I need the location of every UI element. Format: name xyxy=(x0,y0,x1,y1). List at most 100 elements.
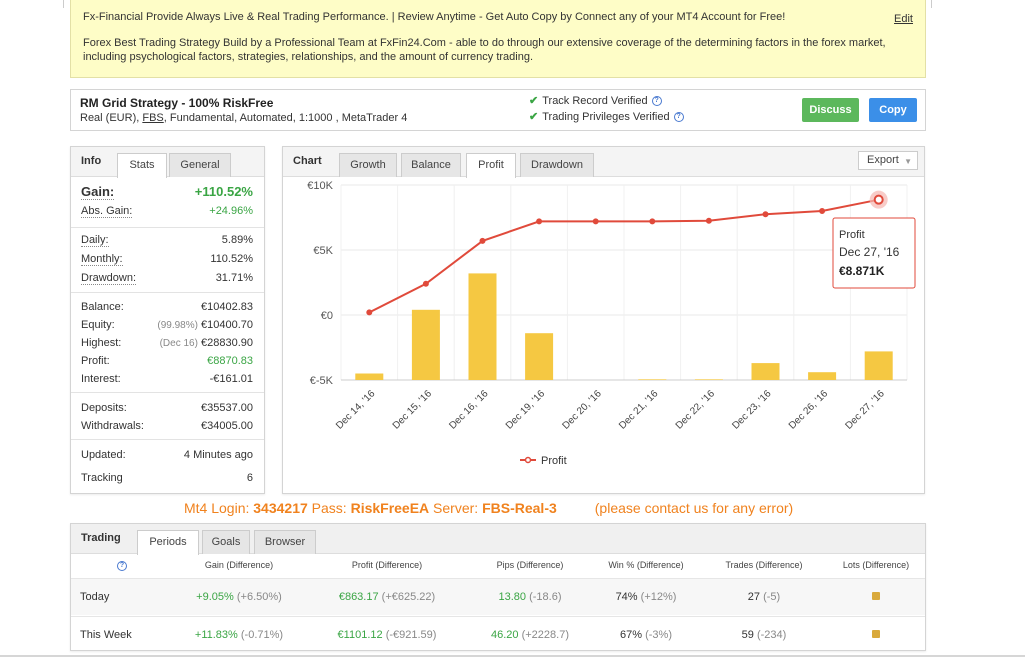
monthly-value: 110.52% xyxy=(210,253,253,265)
tab-balance[interactable]: Balance xyxy=(401,153,461,177)
mt4-pass-value: RiskFreeEA xyxy=(350,500,430,516)
info-tabs: Info Stats General xyxy=(71,147,264,178)
help-icon[interactable]: ? xyxy=(117,561,127,571)
header-trades: Trades (Difference) xyxy=(725,560,803,570)
bar xyxy=(638,379,667,380)
withdrawals-value: €34005.00 xyxy=(201,420,253,432)
header-pips: Pips (Difference) xyxy=(496,560,564,570)
deposits-value: €35537.00 xyxy=(201,402,253,414)
divider xyxy=(71,227,264,228)
export-dropdown[interactable]: Export ▼ xyxy=(858,151,918,170)
tab-profit[interactable]: Profit xyxy=(466,153,516,178)
tab-general[interactable]: General xyxy=(169,153,231,177)
bar xyxy=(411,309,440,380)
tooltip-series: Profit xyxy=(839,229,865,241)
mt4-pass-label: Pass: xyxy=(307,500,351,516)
tab-info[interactable]: Info xyxy=(81,155,102,167)
header-lots: Lots (Difference) xyxy=(842,560,910,570)
help-icon[interactable]: ? xyxy=(673,112,684,123)
gain-label: Gain: xyxy=(81,184,115,200)
interest-value: -€161.01 xyxy=(209,373,253,385)
mt4-login-label: Mt4 Login: xyxy=(184,500,254,516)
y-tick-label: €0 xyxy=(321,310,333,322)
divider xyxy=(71,392,264,393)
line-point xyxy=(422,280,429,287)
tab-browser[interactable]: Browser xyxy=(254,530,316,554)
tab-stats[interactable]: Stats xyxy=(117,153,167,178)
tooltip-box xyxy=(832,217,916,289)
lock-icon[interactable] xyxy=(872,592,880,600)
line-point xyxy=(873,194,884,205)
line-point xyxy=(649,218,656,225)
mt4-server-label: Server: xyxy=(429,500,483,516)
header-win: Win % (Difference) xyxy=(608,560,684,570)
updated-value: 4 Minutes ago xyxy=(183,449,253,461)
x-tick-label: Dec 26, '16 xyxy=(787,388,831,432)
profit-cell: €1101.12 xyxy=(337,629,383,641)
pips-cell: 46.20 xyxy=(491,629,519,641)
edit-link[interactable]: Edit xyxy=(894,13,913,25)
equity-note: (99.98%) xyxy=(157,320,198,331)
tab-periods[interactable]: Periods xyxy=(137,530,199,555)
mt4-login-value: 3434217 xyxy=(253,500,308,516)
lock-icon[interactable] xyxy=(872,630,880,638)
x-tick-label: Dec 22, '16 xyxy=(674,388,718,432)
x-tick-label: Dec 15, '16 xyxy=(391,388,435,432)
tab-trading[interactable]: Trading xyxy=(81,532,121,544)
table-row: This Week +11.83% (-0.71%) €1101.12 (-€9… xyxy=(71,616,925,653)
notice-line-1: Fx-Financial Provide Always Live & Real … xyxy=(83,11,786,23)
equity-label: Equity: xyxy=(81,319,115,331)
interest-label: Interest: xyxy=(81,373,121,385)
broker-link[interactable]: FBS xyxy=(142,112,164,124)
legend-label: Profit xyxy=(541,455,567,467)
tab-goals[interactable]: Goals xyxy=(202,530,250,554)
win-cell: 67% xyxy=(620,629,643,641)
check-icon: ✔ xyxy=(529,95,539,107)
monthly-label: Monthly: xyxy=(81,253,123,266)
mt4-server-value: FBS-Real-3 xyxy=(482,500,557,516)
divider xyxy=(71,292,264,293)
gain-cell: +9.05% xyxy=(196,591,234,603)
balance-label: Balance: xyxy=(81,301,124,313)
copy-button[interactable]: Copy xyxy=(869,98,917,122)
x-tick-label: Dec 16, '16 xyxy=(447,388,491,432)
tab-drawdown[interactable]: Drawdown xyxy=(520,153,594,177)
trading-panel: Trading Periods Goals Browser ? Gain (Di… xyxy=(70,523,926,651)
mt4-note: (please contact us for any error) xyxy=(594,500,794,516)
row-label: This Week xyxy=(80,629,132,641)
gain-diff: (+6.50%) xyxy=(236,591,282,603)
abs-gain-value: +24.96% xyxy=(209,205,253,217)
strategy-title: RM Grid Strategy - 100% RiskFree xyxy=(80,96,274,110)
bar xyxy=(694,379,723,380)
left-rule xyxy=(63,0,64,8)
track-record-verified: ✔ Track Record Verified? xyxy=(529,94,662,107)
chart-panel: Chart Growth Balance Profit Drawdown Exp… xyxy=(282,146,925,494)
tooltip-value: €8.871K xyxy=(839,264,885,278)
discuss-button[interactable]: Discuss xyxy=(802,98,859,122)
help-icon[interactable]: ? xyxy=(651,96,662,107)
table-row: Today +9.05% (+6.50%) €863.17 (+€625.22)… xyxy=(71,578,925,615)
tab-chart[interactable]: Chart xyxy=(293,155,322,167)
drawdown-value: 31.71% xyxy=(215,272,253,284)
y-tick-label: €5K xyxy=(313,245,333,257)
highest-note: (Dec 16) xyxy=(159,338,198,349)
line-point xyxy=(479,237,486,244)
pips-diff: (-18.6) xyxy=(529,591,562,603)
x-tick-label: Dec 19, '16 xyxy=(504,388,548,432)
x-tick-label: Dec 27, '16 xyxy=(843,388,887,432)
line-point xyxy=(366,309,373,316)
win-cell: 74% xyxy=(615,591,638,603)
profit-value: €8870.83 xyxy=(207,355,253,367)
highest-value: €28830.90 xyxy=(201,337,253,349)
profit-label: Profit: xyxy=(81,355,110,367)
trades-cell: 27 xyxy=(747,591,761,603)
chart-tabs: Chart Growth Balance Profit Drawdown Exp… xyxy=(283,147,924,178)
trades-diff: (-234) xyxy=(756,629,787,641)
tab-growth[interactable]: Growth xyxy=(339,153,397,177)
gain-value: +110.52% xyxy=(194,184,253,199)
drawdown-label: Drawdown: xyxy=(81,272,137,285)
line-point xyxy=(705,217,712,224)
trades-cell: 59 xyxy=(741,629,754,641)
win-diff: (+12%) xyxy=(640,591,677,603)
trading-privileges-verified: ✔ Trading Privileges Verified? xyxy=(529,110,684,123)
